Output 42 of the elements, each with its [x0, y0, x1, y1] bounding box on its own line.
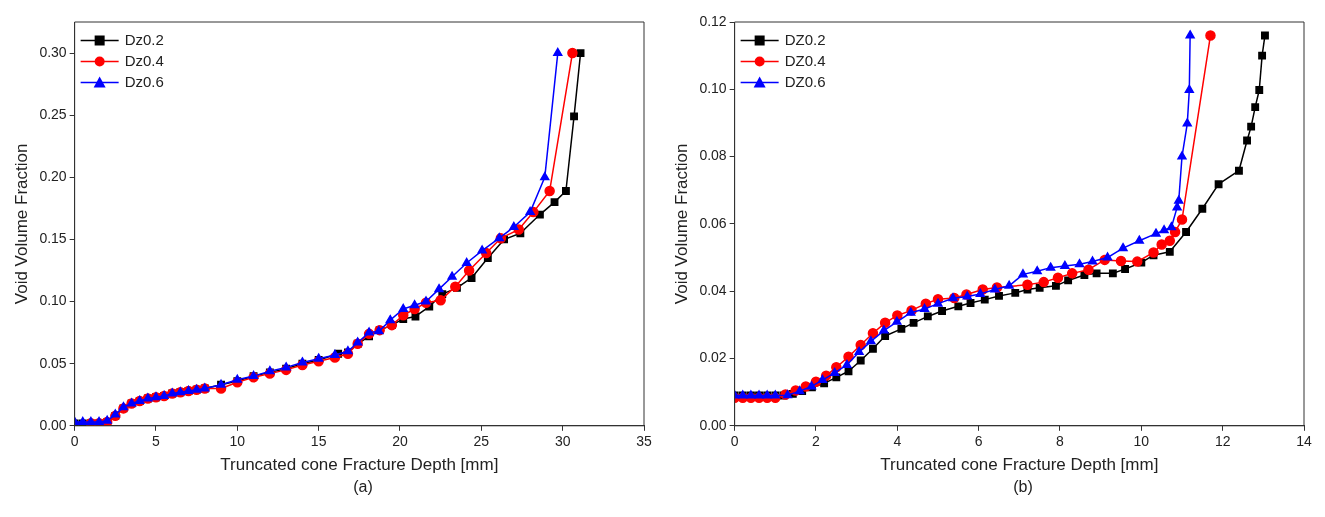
y-axis-title: Void Volume Fraction [671, 143, 691, 305]
y-tick-label: 0.02 [699, 349, 727, 366]
y-tick-label: 0.00 [39, 416, 67, 433]
y-tick-label: 0.10 [39, 292, 67, 309]
x-axis-title: Truncated cone Fracture Depth [mm] [220, 455, 499, 475]
legend-label: Dz0.6 [124, 72, 164, 90]
y-axis-title: Void Volume Fraction [11, 143, 31, 305]
x-tick-label: 30 [554, 433, 571, 450]
x-tick-label: 25 [473, 433, 490, 450]
x-tick-label: 0 [730, 433, 739, 450]
x-tick-label: 15 [310, 433, 327, 450]
y-tick-label: 0.08 [699, 147, 727, 164]
x-tick-label: 10 [1133, 433, 1150, 450]
x-tick-label: 14 [1296, 433, 1312, 450]
y-tick-label: 0.12 [699, 12, 727, 29]
y-tick-label: 0.30 [39, 43, 67, 60]
y-tick-label: 0.04 [699, 282, 727, 299]
x-tick-label: 6 [974, 433, 983, 450]
x-tick-label: 10 [229, 433, 246, 450]
x-tick-label: 35 [636, 433, 652, 450]
x-tick-label: 8 [1056, 433, 1065, 450]
legend-label: Dz0.4 [124, 51, 164, 69]
x-tick-label: 12 [1214, 433, 1231, 450]
x-tick-label: 20 [392, 433, 408, 450]
y-tick-label: 0.06 [699, 214, 727, 231]
text: (b) [1012, 478, 1034, 496]
y-tick-label: 0.15 [39, 230, 67, 247]
x-axis-title: Truncated cone Fracture Depth [mm] [880, 455, 1159, 475]
x-tick-label: 0 [70, 433, 79, 450]
y-tick-label: 0.10 [699, 80, 727, 97]
legend-label: Dz0.2 [124, 30, 164, 48]
legend-label: DZ0.6 [784, 72, 826, 90]
y-tick-label: 0.20 [39, 168, 67, 185]
legend-label: DZ0.4 [784, 51, 826, 69]
x-tick-label: 2 [812, 433, 821, 450]
x-tick-label: 4 [893, 433, 902, 450]
y-tick-label: 0.00 [699, 416, 727, 433]
y-tick-label: 0.05 [39, 354, 67, 371]
y-tick-label: 0.25 [39, 106, 67, 123]
x-tick-label: 5 [152, 433, 161, 450]
legend-label: DZ0.2 [784, 30, 826, 48]
text: (a) [352, 478, 374, 496]
